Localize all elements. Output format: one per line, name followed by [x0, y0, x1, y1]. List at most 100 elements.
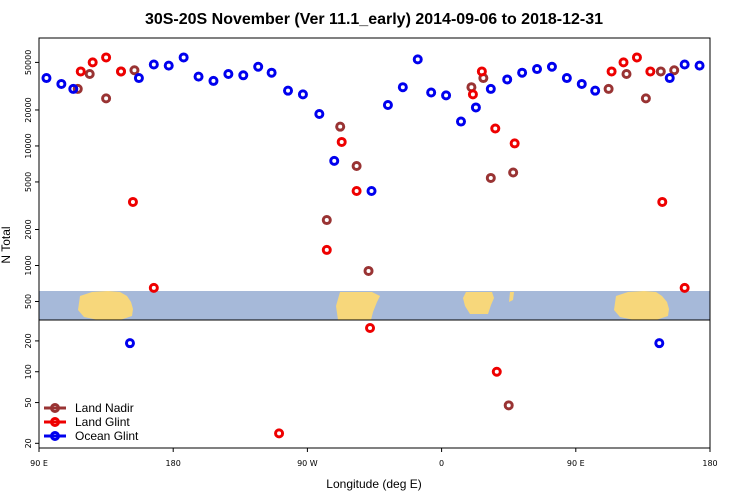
point-land-glint-7: [321, 244, 332, 255]
point-ocean-glint-27: [502, 74, 513, 85]
point-ocean-glint-25: [470, 102, 481, 113]
point-land-glint-9: [351, 185, 362, 196]
point-ocean-glint-28: [517, 67, 528, 78]
top-y-tick-label-50000: 50000: [24, 50, 33, 75]
top-y-axis: 500 1000 2000 5000 10000 20000 50000: [24, 50, 39, 309]
point-land-glint-11: [467, 89, 478, 100]
point-land-glint-4: [127, 196, 138, 207]
x-tick-label-4: 90 E: [567, 459, 585, 468]
point-ocean-glint-22: [426, 87, 437, 98]
point-land-nadir-11: [485, 172, 496, 183]
point-ocean-glint-16: [314, 109, 325, 120]
point-land-nadir-6: [335, 121, 346, 132]
point-land-nadir-18: [669, 65, 680, 76]
point-land-glint-16: [606, 66, 617, 77]
bottom-panel-frame: [38, 319, 711, 449]
y-axis-label: N Total: [0, 226, 13, 263]
land-ocean-map-strip: [39, 291, 710, 320]
point-ocean-glint-21: [412, 54, 423, 65]
point-land-nadir-4: [129, 65, 140, 76]
point-land-glint-12: [476, 66, 487, 77]
x-axis: 90 E 180 90 W 0 90 E 180: [30, 448, 718, 468]
point-land-glint-8: [336, 136, 347, 147]
legend-label-land-glint: Land Glint: [75, 415, 130, 429]
land-south-america: [336, 292, 380, 320]
point-land-glint-2: [101, 52, 112, 63]
point-ocean-glint-11: [238, 70, 249, 81]
point-ocean-glint-36: [679, 59, 690, 70]
legend-label-ocean-glint: Ocean Glint: [75, 429, 139, 443]
point-ocean-glint-33: [590, 85, 601, 96]
point-ocean-glint-23: [441, 90, 452, 101]
bottom-y-tick-label-50: 50: [24, 397, 33, 407]
point-ocean-glint-18: [366, 185, 377, 196]
bottom-y-tick-label-100: 100: [24, 364, 33, 379]
top-y-tick-label-500: 500: [24, 294, 33, 309]
point-ocean-glint-12: [253, 61, 264, 72]
point-ocean-glint-15: [297, 89, 308, 100]
x-tick-label-3: 0: [439, 459, 444, 468]
point-ocean-glint-20: [397, 82, 408, 93]
chart-title: 30S-20S November (Ver 11.1_early) 2014-0…: [145, 11, 603, 28]
point-ocean-glint-13: [266, 67, 277, 78]
point-ocean-glint-29: [532, 64, 543, 75]
point-land-nadir-8: [363, 265, 374, 276]
point-ocean-glint-17: [329, 155, 340, 166]
point-land-glint-1: [87, 57, 98, 68]
top-y-tick-label-1000: 1000: [24, 255, 33, 275]
point-land-nadir-14: [603, 83, 614, 94]
point-ocean-glint-4: [133, 73, 144, 84]
x-axis-label: Longitude (deg E): [326, 477, 421, 491]
point-land-nadir-15: [621, 68, 632, 79]
point-land-nadir-5: [321, 215, 332, 226]
legend-marker-ocean-glint: [50, 431, 60, 441]
point-ocean-glint-9: [208, 75, 219, 86]
point-ocean-glint-5: [148, 59, 159, 70]
point-land-glint-15: [491, 366, 502, 377]
point-land-glint-21: [679, 282, 690, 293]
point-land-glint-17: [618, 57, 629, 68]
point-land-glint-10: [365, 323, 376, 334]
point-land-glint-0: [75, 66, 86, 77]
point-ocean-glint-30: [546, 61, 557, 72]
land-australia-right: [614, 291, 669, 320]
top-y-tick-label-2000: 2000: [24, 219, 33, 239]
point-ocean-glint-2: [68, 83, 79, 94]
legend-marker-land-nadir: [50, 403, 60, 413]
land-madagascar: [509, 292, 514, 302]
point-land-glint-5: [148, 282, 159, 293]
point-ocean-glint-26: [485, 83, 496, 94]
point-land-nadir-17: [655, 66, 666, 77]
point-land-nadir-13: [503, 400, 514, 411]
legend-label-land-nadir: Land Nadir: [75, 401, 134, 415]
point-ocean-glint-0: [41, 73, 52, 84]
point-land-nadir-0: [72, 83, 83, 94]
point-ocean-glint-19: [382, 100, 393, 111]
top-y-tick-label-20000: 20000: [24, 97, 33, 122]
legend: Land Nadir Land Glint Ocean Glint: [44, 401, 139, 443]
point-land-nadir-16: [640, 93, 651, 104]
point-land-nadir-1: [84, 68, 95, 79]
point-land-nadir-2: [101, 93, 112, 104]
point-ocean-glint-3: [124, 338, 135, 349]
data-points: [41, 52, 705, 439]
point-ocean-glint-10: [223, 68, 234, 79]
point-land-glint-6: [274, 428, 285, 439]
point-ocean-glint-1: [56, 78, 67, 89]
point-ocean-glint-31: [561, 73, 572, 84]
bottom-y-axis: 20 50 100 200: [24, 333, 39, 448]
land-australia-left: [78, 291, 133, 320]
point-land-glint-19: [645, 66, 656, 77]
point-land-nadir-7: [351, 160, 362, 171]
land-africa: [463, 292, 494, 314]
point-ocean-glint-6: [163, 60, 174, 71]
point-ocean-glint-14: [283, 85, 294, 96]
point-land-glint-14: [509, 138, 520, 149]
point-land-nadir-12: [508, 167, 519, 178]
point-ocean-glint-34: [654, 338, 665, 349]
point-ocean-glint-37: [694, 60, 705, 71]
x-tick-label-1: 180: [166, 459, 181, 468]
bottom-y-tick-label-20: 20: [24, 438, 33, 448]
point-land-glint-13: [490, 123, 501, 134]
